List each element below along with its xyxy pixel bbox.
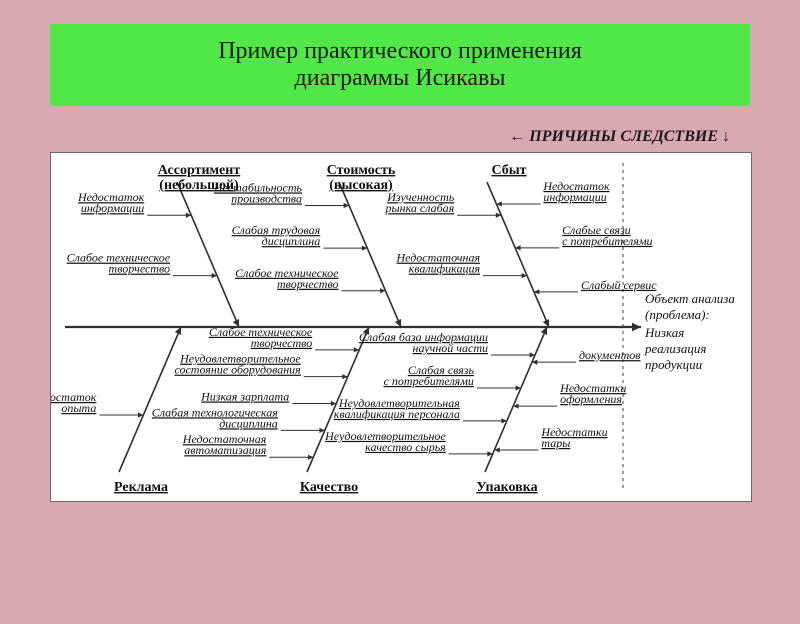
svg-text:творчество: творчество bbox=[109, 262, 171, 276]
svg-text:продукции: продукции bbox=[645, 357, 703, 372]
svg-text:тары: тары bbox=[541, 436, 570, 450]
svg-text:Объект анализа: Объект анализа bbox=[645, 291, 735, 306]
svg-text:(проблема):: (проблема): bbox=[645, 307, 710, 322]
svg-text:научной части: научной части bbox=[413, 341, 489, 355]
subheader: ← ПРИЧИНЫ СЛЕДСТВИЕ ↓ bbox=[0, 128, 730, 146]
svg-text:творчество: творчество bbox=[277, 277, 339, 291]
svg-text:Реклама: Реклама bbox=[114, 480, 168, 495]
svg-text:производства: производства bbox=[231, 191, 302, 205]
svg-text:дисциплина: дисциплина bbox=[262, 234, 321, 248]
subheader-text: ← ПРИЧИНЫ СЛЕДСТВИЕ ↓ bbox=[509, 128, 730, 145]
svg-text:информации: информации bbox=[81, 201, 144, 215]
fishbone-svg: Объект анализа(проблема): Низкаяреализаци… bbox=[51, 153, 751, 501]
svg-text:автоматизация: автоматизация bbox=[184, 443, 266, 457]
svg-text:информации: информации bbox=[543, 190, 606, 204]
svg-text:с потребителями: с потребителями bbox=[384, 374, 474, 388]
svg-text:состояние оборудования: состояние оборудования bbox=[174, 363, 301, 377]
svg-text:опыта: опыта bbox=[61, 401, 96, 415]
title-bar: Пример практического применения диаграмм… bbox=[50, 24, 750, 106]
svg-text:творчество: творчество bbox=[251, 336, 313, 350]
svg-text:Сбыт: Сбыт bbox=[491, 163, 526, 178]
svg-text:Стоимость: Стоимость bbox=[327, 163, 396, 178]
svg-text:дисциплина: дисциплина bbox=[219, 416, 278, 430]
svg-text:квалификация персонала: квалификация персонала bbox=[334, 407, 460, 421]
svg-text:Ассортимент: Ассортимент bbox=[158, 163, 241, 178]
svg-text:Слабый сервис: Слабый сервис bbox=[581, 278, 657, 292]
svg-text:(высокая): (высокая) bbox=[329, 178, 393, 193]
svg-text:Упаковка: Упаковка bbox=[476, 480, 537, 495]
svg-text:Низкая зарплата: Низкая зарплата bbox=[200, 390, 289, 404]
fishbone-diagram: Объект анализа(проблема): Низкаяреализаци… bbox=[50, 152, 752, 502]
svg-text:рынка слабая: рынка слабая bbox=[384, 201, 454, 215]
title-line1: Пример практического применения bbox=[218, 38, 582, 64]
svg-text:качество сырья: качество сырья bbox=[365, 440, 446, 454]
svg-text:реализация: реализация bbox=[644, 341, 706, 356]
svg-text:квалификация: квалификация bbox=[409, 262, 481, 276]
svg-text:Качество: Качество bbox=[300, 480, 358, 495]
title-line2: диаграммы Исикавы bbox=[295, 65, 506, 91]
svg-text:Низкая: Низкая bbox=[644, 325, 684, 340]
svg-text:оформления: оформления bbox=[560, 392, 622, 406]
svg-text:с потребителями: с потребителями bbox=[562, 234, 652, 248]
svg-text:документов: документов bbox=[579, 348, 641, 362]
